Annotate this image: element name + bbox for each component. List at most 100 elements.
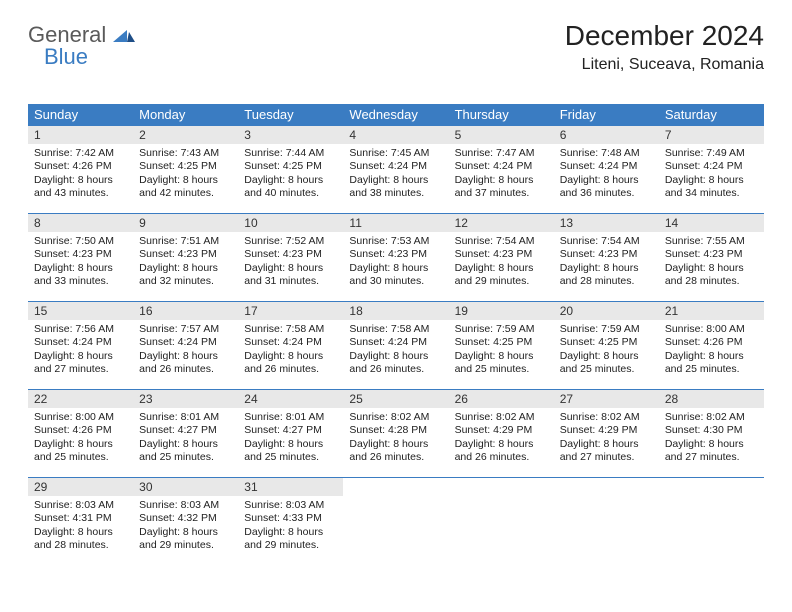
day-body: Sunrise: 7:58 AMSunset: 4:24 PMDaylight:… [343,320,448,381]
day-body: Sunrise: 7:55 AMSunset: 4:23 PMDaylight:… [659,232,764,293]
calendar-table: SundayMondayTuesdayWednesdayThursdayFrid… [28,104,764,566]
calendar-cell [449,478,554,566]
calendar-cell: 21Sunrise: 8:00 AMSunset: 4:26 PMDayligh… [659,302,764,390]
calendar-row: 29Sunrise: 8:03 AMSunset: 4:31 PMDayligh… [28,478,764,566]
day-number: 4 [343,126,448,144]
day-number: 22 [28,390,133,408]
day-body: Sunrise: 7:54 AMSunset: 4:23 PMDaylight:… [449,232,554,293]
day-number: 15 [28,302,133,320]
day-body: Sunrise: 7:50 AMSunset: 4:23 PMDaylight:… [28,232,133,293]
weekday-header: Friday [554,104,659,126]
calendar-cell: 29Sunrise: 8:03 AMSunset: 4:31 PMDayligh… [28,478,133,566]
day-number: 29 [28,478,133,496]
weekday-header: Wednesday [343,104,448,126]
calendar-cell: 25Sunrise: 8:02 AMSunset: 4:28 PMDayligh… [343,390,448,478]
weekday-header: Thursday [449,104,554,126]
calendar-cell: 12Sunrise: 7:54 AMSunset: 4:23 PMDayligh… [449,214,554,302]
day-number: 30 [133,478,238,496]
day-number: 24 [238,390,343,408]
day-body: Sunrise: 8:01 AMSunset: 4:27 PMDaylight:… [238,408,343,469]
calendar-cell: 16Sunrise: 7:57 AMSunset: 4:24 PMDayligh… [133,302,238,390]
calendar-cell: 26Sunrise: 8:02 AMSunset: 4:29 PMDayligh… [449,390,554,478]
day-body: Sunrise: 7:57 AMSunset: 4:24 PMDaylight:… [133,320,238,381]
day-body: Sunrise: 8:02 AMSunset: 4:29 PMDaylight:… [554,408,659,469]
day-number: 26 [449,390,554,408]
day-number: 10 [238,214,343,232]
calendar-cell: 8Sunrise: 7:50 AMSunset: 4:23 PMDaylight… [28,214,133,302]
calendar-cell: 11Sunrise: 7:53 AMSunset: 4:23 PMDayligh… [343,214,448,302]
day-number: 19 [449,302,554,320]
day-number: 31 [238,478,343,496]
day-number: 3 [238,126,343,144]
day-number: 20 [554,302,659,320]
logo-text-general2: General [28,22,106,47]
calendar-cell: 30Sunrise: 8:03 AMSunset: 4:32 PMDayligh… [133,478,238,566]
day-number: 2 [133,126,238,144]
weekday-header: Sunday [28,104,133,126]
day-body: Sunrise: 8:03 AMSunset: 4:33 PMDaylight:… [238,496,343,557]
day-body: Sunrise: 7:52 AMSunset: 4:23 PMDaylight:… [238,232,343,293]
day-body: Sunrise: 7:45 AMSunset: 4:24 PMDaylight:… [343,144,448,205]
calendar-cell: 15Sunrise: 7:56 AMSunset: 4:24 PMDayligh… [28,302,133,390]
calendar-body: 1Sunrise: 7:42 AMSunset: 4:26 PMDaylight… [28,126,764,566]
month-title: December 2024 [565,20,764,52]
day-body: Sunrise: 7:54 AMSunset: 4:23 PMDaylight:… [554,232,659,293]
calendar-cell: 24Sunrise: 8:01 AMSunset: 4:27 PMDayligh… [238,390,343,478]
calendar-cell: 5Sunrise: 7:47 AMSunset: 4:24 PMDaylight… [449,126,554,214]
day-body: Sunrise: 7:42 AMSunset: 4:26 PMDaylight:… [28,144,133,205]
day-body: Sunrise: 8:01 AMSunset: 4:27 PMDaylight:… [133,408,238,469]
day-number: 18 [343,302,448,320]
day-number: 23 [133,390,238,408]
day-number: 6 [554,126,659,144]
calendar-cell: 10Sunrise: 7:52 AMSunset: 4:23 PMDayligh… [238,214,343,302]
calendar-cell: 23Sunrise: 8:01 AMSunset: 4:27 PMDayligh… [133,390,238,478]
calendar-cell: 6Sunrise: 7:48 AMSunset: 4:24 PMDaylight… [554,126,659,214]
calendar-cell: 2Sunrise: 7:43 AMSunset: 4:25 PMDaylight… [133,126,238,214]
day-number: 28 [659,390,764,408]
calendar-cell: 1Sunrise: 7:42 AMSunset: 4:26 PMDaylight… [28,126,133,214]
location-text: Liteni, Suceava, Romania [565,56,764,74]
day-body: Sunrise: 7:48 AMSunset: 4:24 PMDaylight:… [554,144,659,205]
logo-mark-icon2 [113,24,135,47]
day-number: 16 [133,302,238,320]
day-body: Sunrise: 8:03 AMSunset: 4:31 PMDaylight:… [28,496,133,557]
day-body: Sunrise: 7:43 AMSunset: 4:25 PMDaylight:… [133,144,238,205]
calendar-cell: 17Sunrise: 7:58 AMSunset: 4:24 PMDayligh… [238,302,343,390]
day-number: 9 [133,214,238,232]
calendar-cell: 20Sunrise: 7:59 AMSunset: 4:25 PMDayligh… [554,302,659,390]
weekday-header: Saturday [659,104,764,126]
calendar-cell: 28Sunrise: 8:02 AMSunset: 4:30 PMDayligh… [659,390,764,478]
calendar-cell: 7Sunrise: 7:49 AMSunset: 4:24 PMDaylight… [659,126,764,214]
day-body: Sunrise: 8:02 AMSunset: 4:28 PMDaylight:… [343,408,448,469]
weekday-header: Tuesday [238,104,343,126]
day-body: Sunrise: 8:00 AMSunset: 4:26 PMDaylight:… [28,408,133,469]
day-body: Sunrise: 7:56 AMSunset: 4:24 PMDaylight:… [28,320,133,381]
day-number: 7 [659,126,764,144]
day-body: Sunrise: 8:03 AMSunset: 4:32 PMDaylight:… [133,496,238,557]
calendar-row: 1Sunrise: 7:42 AMSunset: 4:26 PMDaylight… [28,126,764,214]
calendar-cell [554,478,659,566]
calendar-cell: 4Sunrise: 7:45 AMSunset: 4:24 PMDaylight… [343,126,448,214]
day-number: 11 [343,214,448,232]
day-body: Sunrise: 7:59 AMSunset: 4:25 PMDaylight:… [554,320,659,381]
header: General December 2024 Liteni, Suceava, R… [28,20,764,74]
calendar-cell: 31Sunrise: 8:03 AMSunset: 4:33 PMDayligh… [238,478,343,566]
calendar-cell: 9Sunrise: 7:51 AMSunset: 4:23 PMDaylight… [133,214,238,302]
calendar-cell: 14Sunrise: 7:55 AMSunset: 4:23 PMDayligh… [659,214,764,302]
calendar-cell: 22Sunrise: 8:00 AMSunset: 4:26 PMDayligh… [28,390,133,478]
day-number: 14 [659,214,764,232]
day-number: 17 [238,302,343,320]
day-body: Sunrise: 7:51 AMSunset: 4:23 PMDaylight:… [133,232,238,293]
day-number: 12 [449,214,554,232]
day-number: 21 [659,302,764,320]
weekday-header: Monday [133,104,238,126]
day-number: 13 [554,214,659,232]
calendar-cell [659,478,764,566]
calendar-cell: 27Sunrise: 8:02 AMSunset: 4:29 PMDayligh… [554,390,659,478]
calendar-cell: 19Sunrise: 7:59 AMSunset: 4:25 PMDayligh… [449,302,554,390]
day-body: Sunrise: 7:59 AMSunset: 4:25 PMDaylight:… [449,320,554,381]
calendar-cell: 3Sunrise: 7:44 AMSunset: 4:25 PMDaylight… [238,126,343,214]
day-number: 27 [554,390,659,408]
day-body: Sunrise: 7:53 AMSunset: 4:23 PMDaylight:… [343,232,448,293]
day-body: Sunrise: 7:58 AMSunset: 4:24 PMDaylight:… [238,320,343,381]
